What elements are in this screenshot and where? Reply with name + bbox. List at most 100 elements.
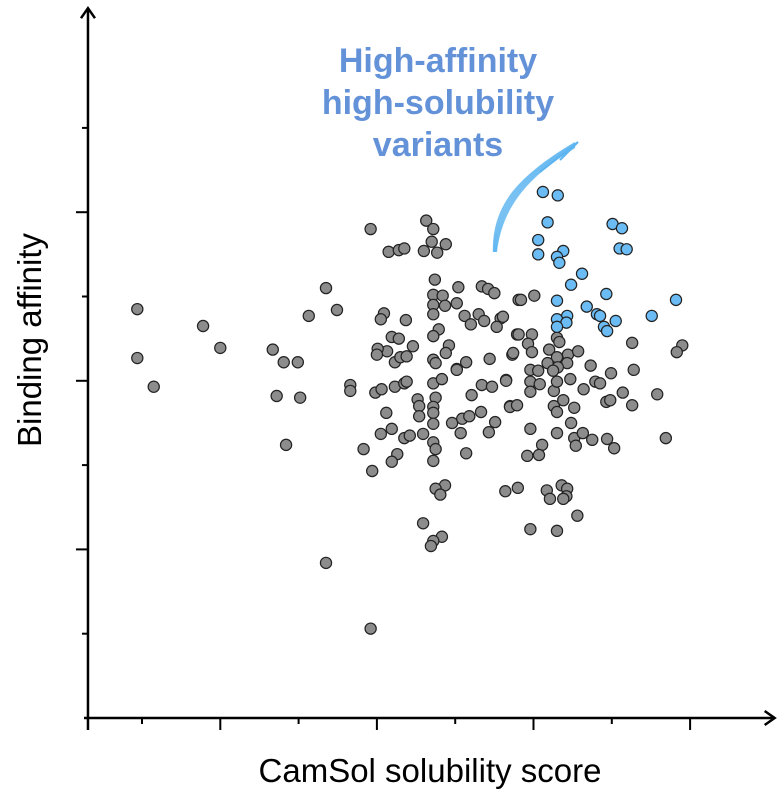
data-point [514, 293, 528, 307]
data-point [279, 438, 293, 452]
data-point [374, 427, 388, 441]
data-point [569, 439, 582, 452]
data-point [370, 348, 384, 361]
data-point [604, 367, 618, 380]
arrow-head [539, 141, 579, 173]
data-point [435, 372, 449, 386]
data-point [459, 356, 473, 369]
data-point [454, 426, 467, 440]
data-point [427, 417, 440, 430]
data-point [568, 401, 581, 414]
highlighted-point [531, 233, 545, 247]
data-point [429, 442, 442, 456]
data-point [564, 416, 578, 430]
data-point [659, 431, 673, 445]
data-point [382, 245, 395, 259]
highlighted-point [550, 320, 564, 334]
data-point [450, 297, 463, 310]
data-point [571, 345, 585, 358]
data-point [670, 345, 683, 359]
highlighted-point [669, 293, 683, 307]
data-point [477, 314, 491, 328]
data-point [344, 384, 357, 398]
data-point [459, 447, 473, 460]
data-point [366, 464, 379, 478]
arrow-stroke [493, 143, 576, 253]
data-point [131, 302, 144, 316]
data-point [512, 328, 525, 341]
highlighted-point [541, 216, 554, 229]
data-point [576, 426, 590, 440]
data-point [550, 405, 564, 419]
data-point [420, 214, 433, 227]
data-point [651, 388, 664, 401]
arrow-stroke [493, 142, 576, 253]
data-point [586, 433, 599, 447]
highlighted-point [550, 294, 564, 307]
data-point [510, 399, 524, 412]
data-point [496, 310, 510, 323]
data-point [627, 363, 640, 377]
data-point [427, 406, 440, 420]
data-point [557, 492, 570, 506]
data-point [375, 383, 388, 396]
data-point [511, 481, 525, 495]
data-point [607, 442, 621, 455]
data-point [147, 380, 160, 393]
data-point [364, 222, 377, 236]
annotation-line: High-affinity [338, 42, 538, 80]
data-point [319, 556, 333, 570]
highlighted-point [531, 248, 545, 261]
data-point [416, 427, 430, 441]
data-point [584, 359, 597, 372]
highlighted-point [536, 185, 550, 199]
y-axis-arrowhead [79, 6, 96, 19]
data-point [374, 313, 388, 326]
data-point [302, 309, 315, 323]
data-point [524, 522, 537, 536]
x-axis-arrowhead [763, 709, 777, 727]
data-point [531, 364, 545, 377]
highlighted-point [609, 314, 622, 328]
data-point [400, 350, 413, 363]
data-point [429, 356, 442, 370]
data-point [398, 242, 411, 255]
data-point [524, 422, 537, 436]
data-point [485, 380, 499, 393]
x-axis-label: CamSol solubility score [258, 752, 602, 789]
data-point [521, 449, 534, 463]
annotation-line: variants [372, 126, 504, 164]
data-point [625, 336, 639, 350]
annotation-label: High-affinity high-solubility variants [258, 40, 618, 166]
data-point [450, 363, 463, 377]
data-point [424, 539, 438, 553]
data-point [564, 372, 577, 386]
data-point [550, 426, 564, 440]
highlighted-point [593, 309, 607, 323]
data-point [392, 332, 406, 345]
data-point [604, 393, 617, 407]
data-point [445, 416, 459, 430]
highlighted-point [645, 309, 658, 323]
data-point [600, 432, 614, 446]
data-point [525, 345, 539, 359]
data-point [483, 352, 496, 366]
data-point [428, 273, 442, 286]
data-point [427, 308, 440, 321]
data-point [357, 442, 370, 456]
data-point [438, 299, 452, 312]
data-point [385, 422, 398, 436]
data-point [577, 383, 590, 396]
data-point [625, 399, 639, 412]
arrow-stroke [494, 144, 576, 253]
data-point [436, 289, 449, 302]
data-point [553, 335, 566, 349]
data-point [546, 364, 560, 377]
data-point [532, 448, 546, 462]
data-point [535, 438, 549, 452]
data-point [506, 346, 520, 360]
highlighted-point [564, 278, 578, 291]
data-point [430, 246, 444, 259]
highlighted-point [600, 324, 614, 338]
